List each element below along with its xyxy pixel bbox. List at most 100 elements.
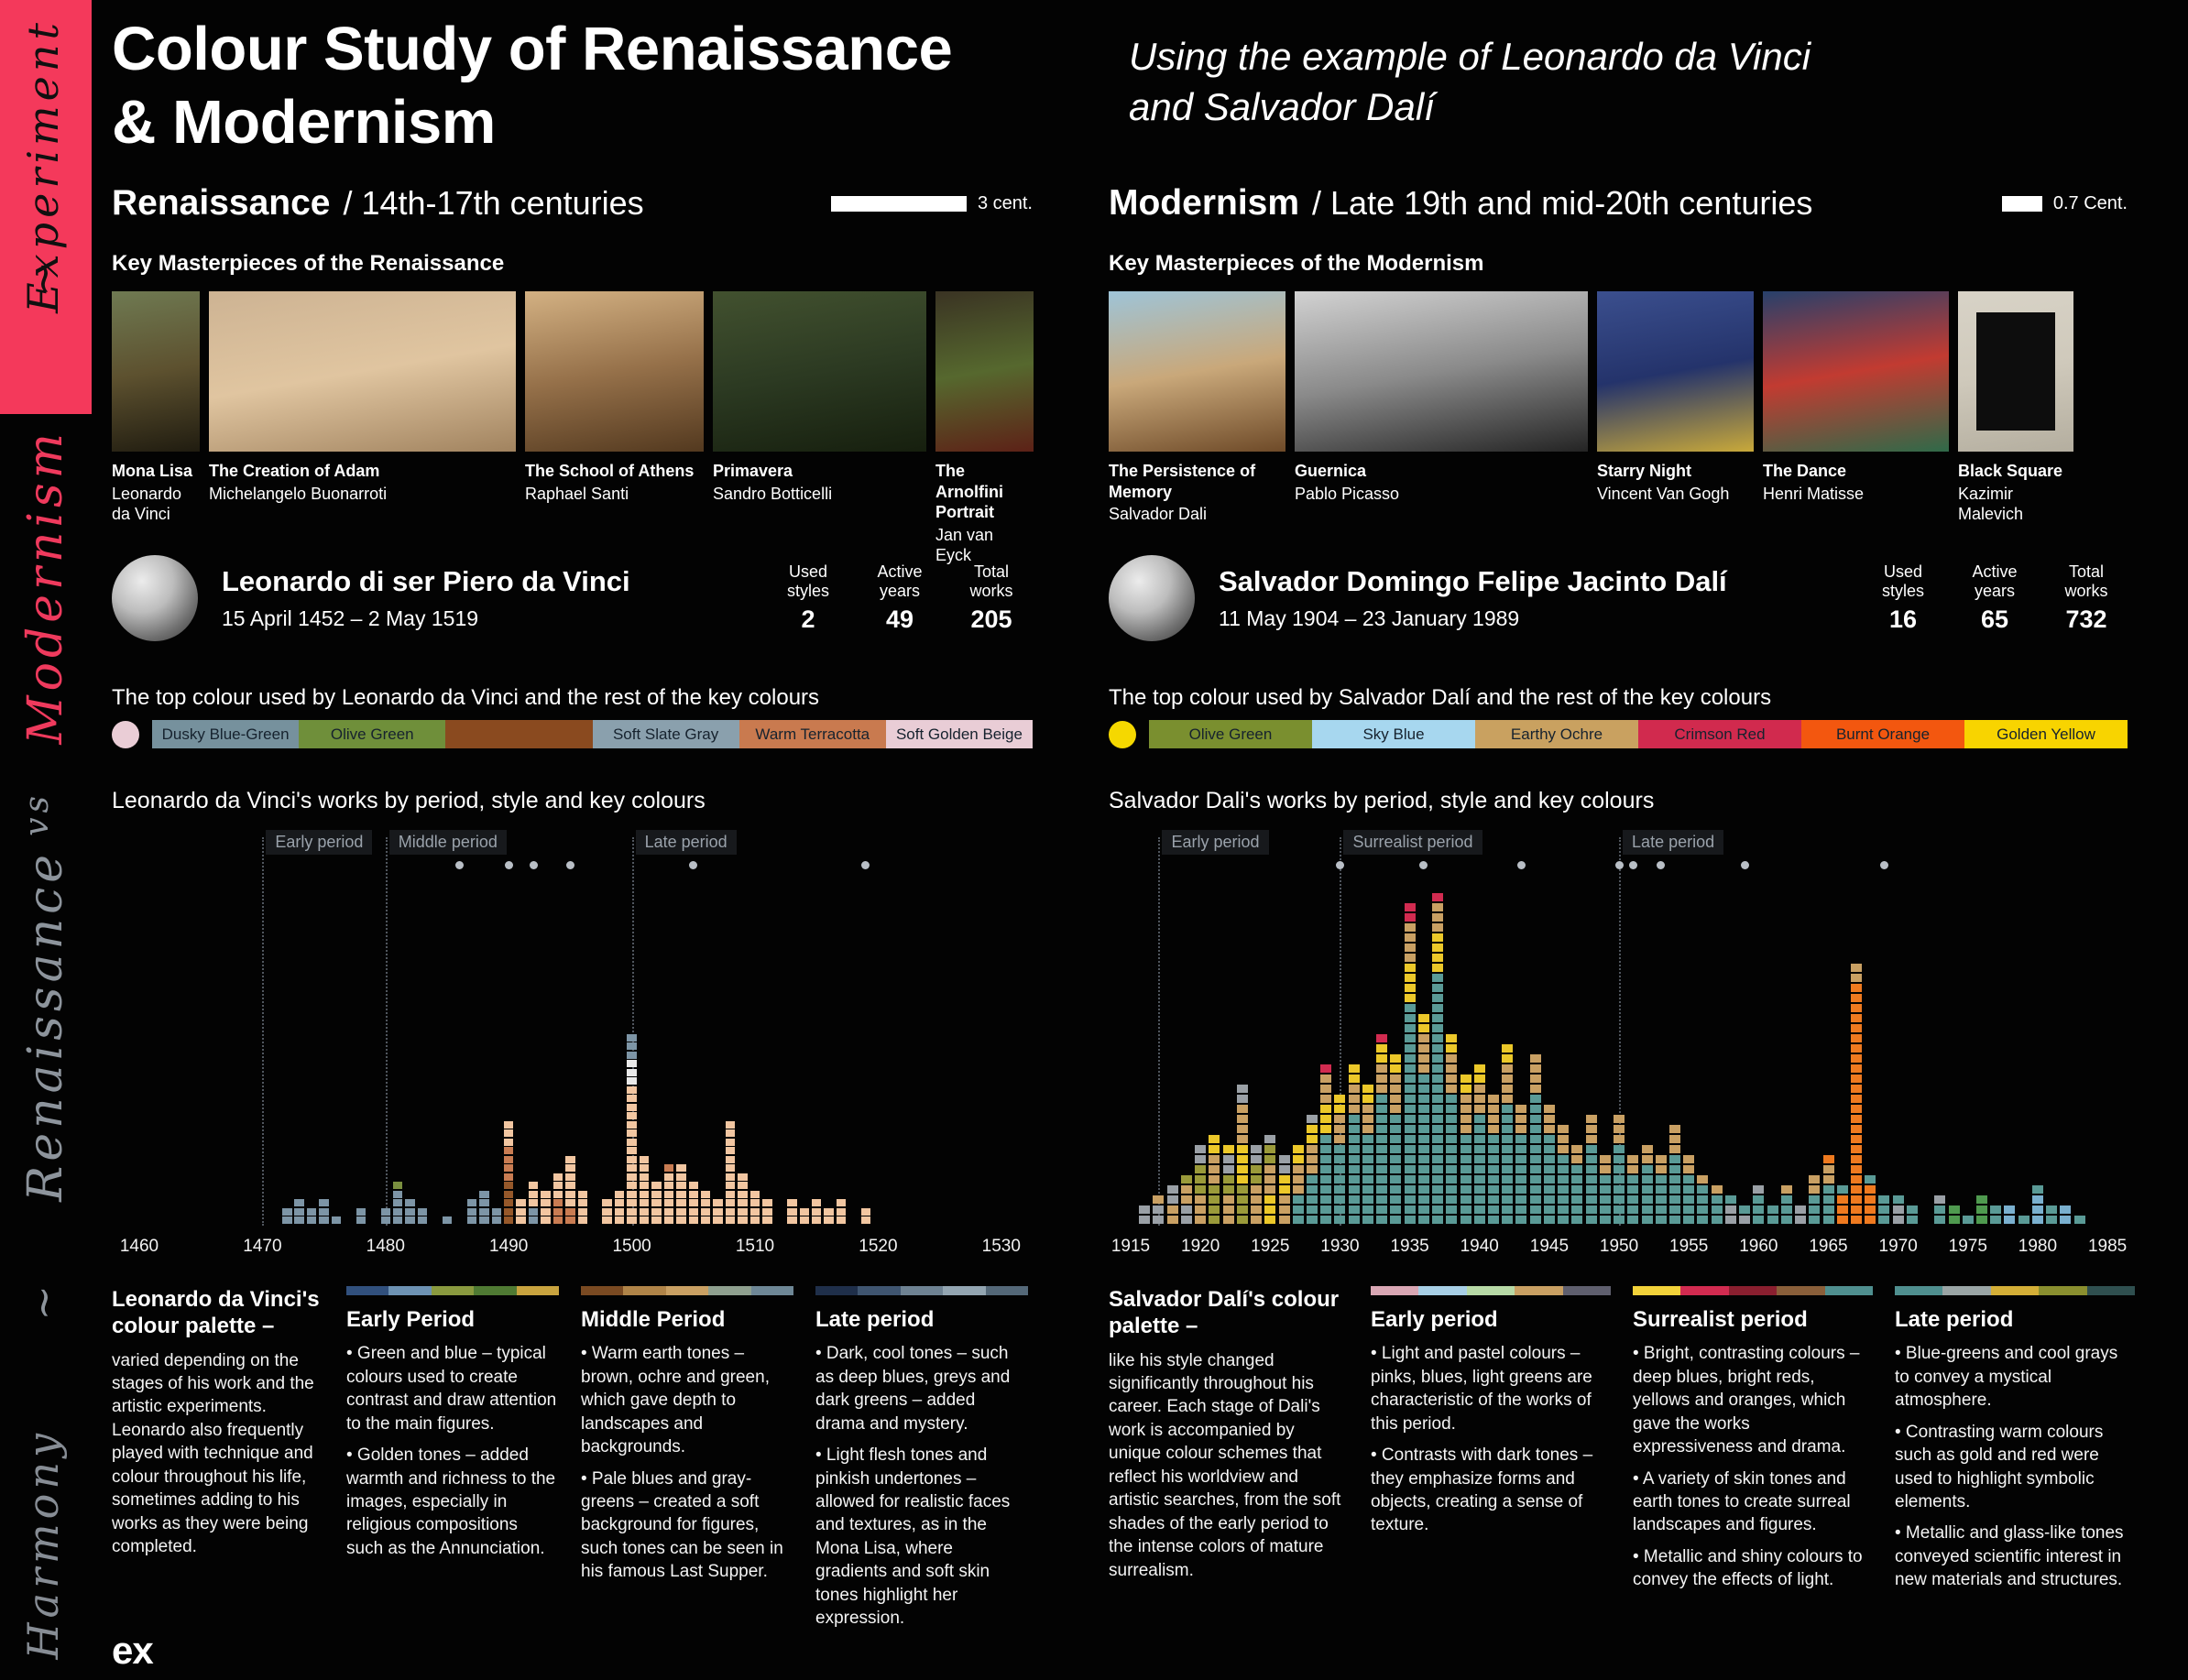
work-cell xyxy=(651,1207,662,1216)
work-cell xyxy=(725,1199,736,1206)
work-cell xyxy=(1473,1195,1485,1204)
work-cell xyxy=(479,1216,489,1224)
work-cell xyxy=(1362,1114,1373,1123)
work-cell xyxy=(1878,1205,1890,1214)
stat-label: Used styles xyxy=(1881,562,1924,600)
work-cell xyxy=(1236,1164,1248,1173)
work-cell xyxy=(1222,1205,1234,1214)
note-paragraph: • Metallic and glass-like tones conveyed… xyxy=(1895,1523,2124,1590)
work-cell xyxy=(503,1138,514,1146)
work-cell xyxy=(1473,1144,1485,1153)
work-cell xyxy=(1473,1124,1485,1133)
work-cell xyxy=(1362,1205,1373,1214)
work-cell xyxy=(1446,1215,1458,1224)
work-cell xyxy=(1404,1043,1416,1053)
work-cell xyxy=(1376,1064,1388,1073)
work-cell xyxy=(1153,1205,1165,1214)
masterpiece-title: The School of Athens xyxy=(525,462,695,480)
work-cell xyxy=(516,1216,526,1224)
axis-year-label: 1960 xyxy=(1739,1237,1778,1256)
work-cell xyxy=(1432,983,1444,992)
work-cell xyxy=(725,1216,736,1224)
work-cell xyxy=(1404,973,1416,982)
work-cell xyxy=(627,1147,637,1154)
work-cell xyxy=(1724,1195,1736,1204)
note-heading: Late period xyxy=(815,1307,935,1332)
stat-value: 65 xyxy=(1980,605,2009,634)
work-cell xyxy=(2031,1215,2043,1224)
note-heading: Middle Period xyxy=(581,1307,726,1332)
masterpiece-item: The School of Athens Raphael Santi xyxy=(525,291,704,566)
work-cell xyxy=(1460,1215,1471,1224)
work-cell xyxy=(1571,1195,1583,1204)
work-cell xyxy=(1404,1074,1416,1083)
artist-stat: Active years 65 xyxy=(1953,562,2036,634)
work-cell xyxy=(1627,1195,1639,1204)
work-cell xyxy=(1529,1215,1541,1224)
work-cell xyxy=(1334,1104,1346,1113)
work-cell xyxy=(1390,1134,1402,1143)
work-cell xyxy=(725,1120,736,1129)
work-cell xyxy=(1460,1154,1471,1163)
masterpiece-image xyxy=(112,291,200,452)
work-cell xyxy=(688,1190,699,1198)
work-cell xyxy=(577,1216,588,1224)
note-colour-strip xyxy=(815,1286,1029,1295)
work-cell xyxy=(1320,1215,1332,1224)
work-cell xyxy=(1404,993,1416,1002)
palette-segment: Soft Golden Beige xyxy=(885,720,1034,748)
work-cell xyxy=(565,1190,575,1198)
modernism-column: Modernism / Late 19th and mid-20th centu… xyxy=(1109,0,2136,1680)
note-column: Late period • Dark, cool tones – such as … xyxy=(815,1286,1029,1639)
work-cell xyxy=(479,1207,489,1216)
work-cell xyxy=(1306,1164,1318,1173)
work-cell xyxy=(565,1216,575,1224)
work-cell xyxy=(836,1207,847,1216)
work-cell xyxy=(1502,1184,1514,1194)
work-cell xyxy=(1209,1144,1220,1153)
work-cell xyxy=(2046,1205,2058,1214)
strip-swatch xyxy=(1728,1286,1778,1295)
work-cell xyxy=(1614,1154,1625,1163)
masterpiece-artist: Sandro Botticelli xyxy=(713,484,833,503)
work-cell xyxy=(1251,1164,1263,1173)
work-cell xyxy=(1334,1144,1346,1153)
strip-swatch xyxy=(815,1286,859,1295)
work-cell xyxy=(1446,1164,1458,1173)
work-cell xyxy=(627,1077,637,1085)
work-cell xyxy=(627,1060,637,1067)
work-cell xyxy=(1376,1154,1388,1163)
note-colour-strip xyxy=(346,1286,560,1295)
work-cell xyxy=(1153,1195,1165,1204)
period-label: Late period xyxy=(1623,830,1724,855)
work-cell xyxy=(1878,1195,1890,1204)
work-cell xyxy=(1432,1104,1444,1113)
work-cell xyxy=(1655,1154,1667,1163)
strip-swatch xyxy=(750,1286,794,1295)
work-cell xyxy=(1236,1134,1248,1143)
work-cell xyxy=(676,1199,686,1206)
artist-stat: Used styles 16 xyxy=(1862,562,1944,634)
note-heading: Early period xyxy=(1371,1307,1498,1332)
work-cell xyxy=(1348,1094,1360,1103)
work-cell xyxy=(1473,1174,1485,1184)
work-cell xyxy=(1627,1164,1639,1173)
work-cell xyxy=(1543,1114,1555,1123)
work-cell xyxy=(1571,1174,1583,1184)
work-cell xyxy=(639,1199,650,1206)
period-notes: Leonardo da Vinci's colour palette – vari… xyxy=(112,1286,1029,1639)
palette-heading: The top colour used by Leonardo da Vinci… xyxy=(112,685,820,710)
work-cell xyxy=(811,1199,822,1206)
masterpiece-title: Starry Night xyxy=(1597,462,1692,480)
work-cell xyxy=(1236,1104,1248,1113)
style-marker-dot xyxy=(1740,861,1749,869)
note-column: Early period • Light and pastel colours –… xyxy=(1371,1286,1612,1600)
work-cell xyxy=(1543,1144,1555,1153)
work-cell xyxy=(1753,1205,1765,1214)
work-cell xyxy=(1292,1215,1304,1224)
work-cell xyxy=(1432,1134,1444,1143)
work-cell xyxy=(1460,1184,1471,1194)
work-cell xyxy=(1850,1064,1862,1073)
artist-avatar xyxy=(1109,555,1195,641)
note-column: Early Period • Green and blue – typical c… xyxy=(346,1286,560,1639)
